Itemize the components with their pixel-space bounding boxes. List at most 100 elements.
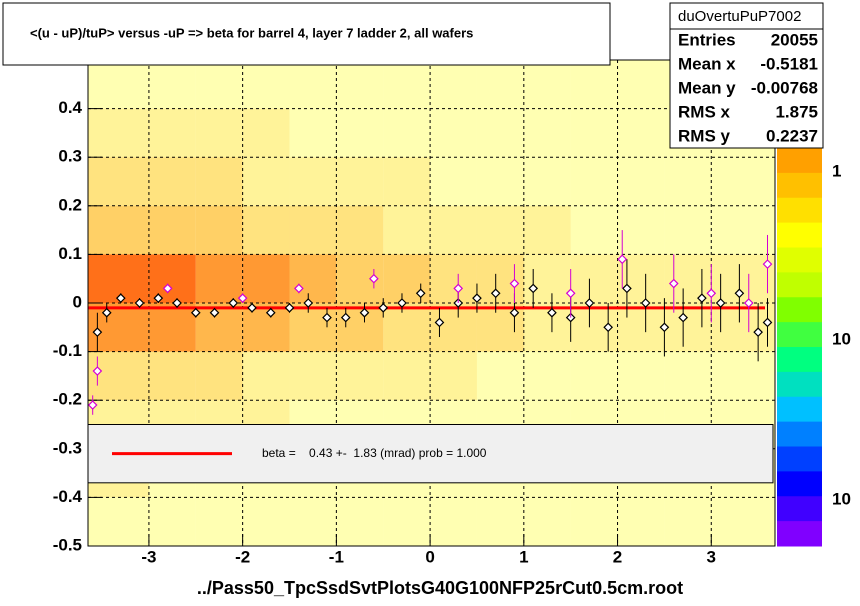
heat-cell — [88, 351, 149, 401]
heat-cell — [664, 497, 712, 546]
profile-point — [134, 298, 145, 308]
colorbar-cell — [777, 371, 822, 398]
profile-point — [294, 283, 304, 294]
heat-cell — [617, 497, 665, 546]
heat-cell — [523, 108, 571, 158]
heat-cell — [523, 157, 571, 206]
heat-cell — [242, 351, 290, 401]
heat-cell — [148, 351, 196, 401]
profile-point — [490, 288, 501, 299]
x-tick-label: 0 — [425, 547, 434, 566]
profile-point — [284, 303, 295, 313]
heat-cell — [383, 303, 431, 352]
colorbar-cell — [777, 297, 822, 323]
heat-cell — [476, 157, 524, 206]
heat-cell — [289, 254, 337, 303]
profile-point — [697, 293, 707, 303]
heat-cell — [476, 351, 524, 401]
heat-cell — [148, 60, 196, 109]
heat-cell — [617, 157, 665, 206]
y-tick-label: -0.5 — [53, 535, 82, 554]
profile-point — [434, 317, 445, 328]
heat-cell — [88, 60, 149, 109]
profile-point — [509, 278, 520, 289]
profile-point — [92, 327, 103, 338]
heat-cell — [195, 303, 243, 352]
stat-value: -0.00768 — [751, 78, 818, 97]
colorbar-cell — [777, 347, 822, 373]
heat-cell — [148, 303, 196, 352]
x-tick-label: -1 — [329, 547, 344, 566]
heat-cell — [148, 497, 196, 546]
profile-point — [762, 259, 773, 269]
y-tick-label: -0.4 — [53, 487, 83, 506]
profile-point — [265, 307, 276, 318]
heat-cell — [664, 303, 712, 352]
heat-cell — [664, 205, 712, 255]
title-box — [2, 2, 611, 66]
heat-cell — [383, 497, 431, 546]
y-tick-label: -0.3 — [53, 438, 82, 457]
profile-point — [603, 322, 614, 333]
heat-cell — [523, 303, 571, 352]
heat-cell — [711, 497, 775, 546]
colorbar-cell — [777, 421, 822, 447]
heat-cell — [88, 303, 149, 352]
heat-cell — [195, 351, 243, 401]
stat-value: 1.875 — [775, 102, 818, 121]
stat-label: Entries — [678, 30, 736, 49]
profile-point — [528, 283, 539, 294]
heat-cell — [523, 60, 571, 109]
heat-cell — [430, 254, 477, 303]
stat-label: Mean y — [678, 78, 736, 97]
heatmap — [88, 60, 775, 546]
heat-cell — [711, 205, 775, 255]
heat-cell — [430, 60, 477, 109]
x-tick-label: 2 — [613, 547, 622, 566]
profile-point — [303, 298, 314, 308]
profile-point — [172, 298, 182, 308]
profile-point — [247, 303, 257, 313]
profile-point — [162, 283, 173, 294]
heat-cell — [242, 205, 290, 255]
y-tick-label: 0.4 — [58, 98, 82, 117]
heat-cell — [523, 351, 571, 401]
heat-cell — [523, 205, 571, 255]
heat-cell — [476, 205, 524, 255]
y-tick-label: 0.3 — [58, 147, 82, 166]
heat-cell — [570, 60, 618, 109]
profile-point — [762, 317, 773, 328]
profile-point — [584, 298, 595, 308]
profile-point — [659, 322, 670, 333]
stat-value: -0.5181 — [760, 54, 818, 73]
heat-cell — [195, 157, 243, 206]
heat-cell — [289, 60, 337, 109]
profile-point — [706, 288, 717, 299]
profile-point — [640, 298, 651, 308]
heat-cell — [617, 254, 665, 303]
colorbar-cell — [777, 446, 822, 472]
profile-point — [153, 293, 164, 303]
heat-cell — [242, 60, 290, 109]
heat-cell — [430, 303, 477, 352]
profile-point — [415, 288, 426, 299]
heat-cell — [336, 303, 384, 352]
heat-cell — [617, 303, 665, 352]
heat-cell — [289, 205, 337, 255]
heat-cell — [88, 157, 149, 206]
profile-point — [87, 400, 98, 410]
heat-cell — [430, 205, 477, 255]
heat-cell — [476, 60, 524, 109]
colorbar-cell — [777, 496, 822, 522]
heat-cell — [336, 157, 384, 206]
profile-point — [209, 307, 220, 318]
colorbar-cell — [777, 471, 822, 497]
profile-point — [715, 298, 726, 308]
heat-cell — [195, 497, 243, 546]
profile-point — [668, 278, 679, 289]
heat-cell — [617, 205, 665, 255]
x-axis-label: ../Pass50_TpcSsdSvtPlotsG40G100NFP25rCut… — [197, 578, 683, 598]
heat-cell — [242, 157, 290, 206]
profile-point — [734, 288, 745, 299]
heat-cell — [383, 351, 431, 401]
